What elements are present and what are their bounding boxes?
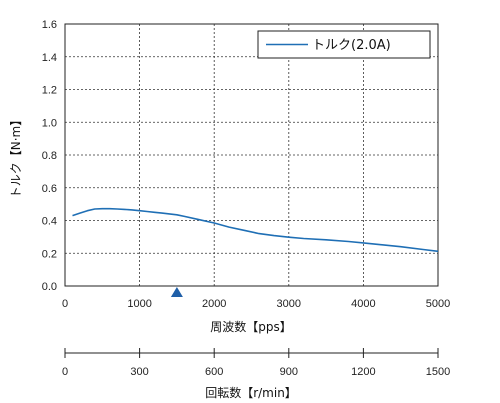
secondary-tick-label: 300: [130, 366, 148, 378]
torque-series-line: [72, 207, 439, 253]
y-tick-label: 0.8: [42, 150, 57, 162]
secondary-axis-ticks: 0 300 600 900 1200 1500: [62, 348, 450, 378]
grid-layer: [65, 24, 438, 286]
x-tick-labels: 0 1000 2000 3000 4000 5000: [62, 298, 450, 310]
y-tick-label: 0.6: [42, 183, 57, 195]
y-tick-label: 1.0: [42, 117, 57, 129]
y-tick-labels: 0.0 0.2 0.4 0.6 0.8 1.0 1.2 1.4 1.6: [42, 19, 57, 293]
legend: トルク(2.0A): [257, 30, 431, 59]
y-tick-label: 1.2: [42, 85, 57, 97]
y-axis-title: トルク【N·m】: [9, 114, 23, 198]
x-tick-label: 3000: [277, 298, 301, 310]
series-layer: [72, 207, 439, 253]
x-tick-label: 2000: [202, 298, 226, 310]
x-axis-title: 周波数【pps】: [210, 319, 292, 334]
secondary-axis-title: 回転数【r/min】: [205, 385, 297, 400]
x-tick-label: 4000: [351, 298, 375, 310]
marker-triangle: [170, 287, 183, 297]
y-tick-label: 0.0: [42, 281, 57, 293]
plot-frame: [64, 23, 439, 287]
secondary-tick-label: 1200: [351, 366, 375, 378]
secondary-tick-label: 900: [280, 366, 298, 378]
y-tick-label: 1.4: [42, 52, 57, 64]
secondary-tick-label: 600: [205, 366, 223, 378]
secondary-tick-label: 0: [62, 366, 68, 378]
x-tick-label: 5000: [426, 298, 450, 310]
x-tick-label: 1000: [127, 298, 151, 310]
legend-label: トルク(2.0A): [312, 38, 391, 53]
secondary-tick-label: 1500: [426, 366, 450, 378]
y-tick-label: 0.2: [42, 248, 57, 260]
y-tick-label: 1.6: [42, 19, 57, 31]
x-tick-label: 0: [62, 298, 68, 310]
marker-layer: [170, 287, 183, 297]
y-tick-label: 0.4: [42, 216, 57, 228]
